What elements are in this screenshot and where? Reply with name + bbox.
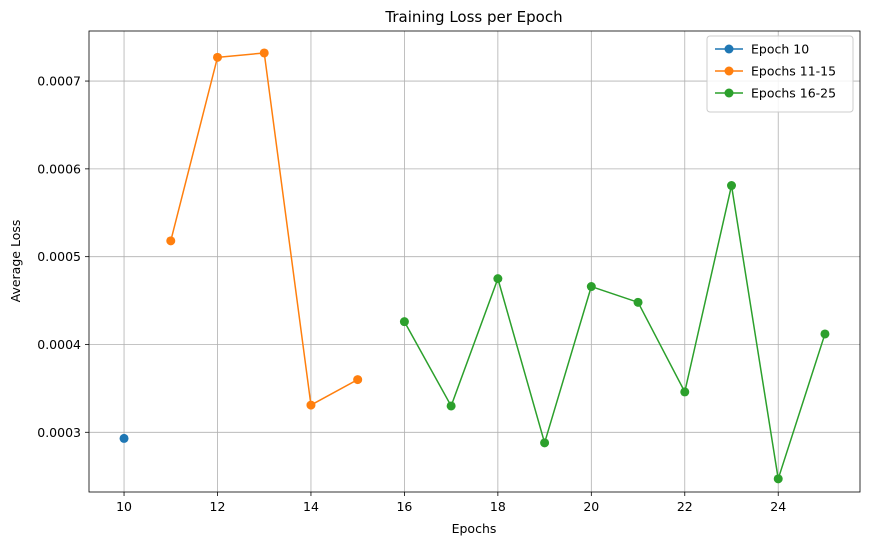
x-tick-label: 18 — [490, 499, 506, 514]
legend-box — [706, 35, 854, 113]
legend-label: Epoch 10 — [751, 42, 809, 57]
series-line — [170, 52, 359, 406]
data-point — [166, 236, 176, 246]
data-point — [540, 438, 550, 448]
x-tick-label: 12 — [210, 499, 226, 514]
x-axis-label: Epochs — [452, 521, 497, 536]
legend-label: Epochs 11-15 — [751, 64, 836, 79]
legend-marker — [724, 88, 734, 98]
data-point — [773, 474, 783, 484]
plot-frame — [88, 30, 861, 493]
series-layer — [119, 48, 830, 484]
series-2 — [166, 48, 363, 410]
data-point — [727, 181, 736, 191]
x-tick-label: 10 — [116, 499, 132, 514]
series-3 — [399, 181, 830, 484]
data-point — [820, 329, 830, 339]
data-point — [213, 52, 222, 62]
data-point — [680, 387, 690, 397]
data-point — [633, 297, 643, 307]
data-point — [493, 274, 503, 284]
series-line — [403, 184, 826, 480]
data-point — [446, 401, 456, 411]
x-tick-label: 24 — [770, 499, 786, 514]
x-tick-label: 20 — [583, 499, 599, 514]
legend-marker — [724, 44, 734, 54]
legend-label: Epochs 16-25 — [751, 86, 836, 101]
y-tick-label: 0.0003 — [37, 425, 81, 440]
data-point — [399, 317, 409, 327]
data-point — [259, 48, 269, 58]
data-point — [353, 375, 363, 385]
y-tick-label: 0.0006 — [37, 161, 81, 176]
legend-item: Epochs 11-15 — [715, 64, 836, 79]
y-tick-label: 0.0004 — [37, 337, 81, 352]
legend-item: Epochs 16-25 — [715, 86, 836, 101]
chart-title: Training Loss per Epoch — [384, 8, 562, 26]
x-tick-label: 16 — [396, 499, 412, 514]
legend-marker — [724, 66, 734, 76]
data-point — [586, 282, 596, 292]
y-axis-label: Average Loss — [8, 220, 23, 303]
y-tick-label: 0.0007 — [37, 74, 81, 89]
data-point — [119, 433, 129, 443]
legend-item: Epoch 10 — [715, 42, 809, 57]
x-tick-label: 22 — [677, 499, 693, 514]
series-1 — [119, 433, 129, 443]
y-tick-label: 0.0005 — [37, 249, 81, 264]
legend: Epoch 10 Epochs 11-15 Epochs 16-25 — [706, 35, 854, 113]
data-point — [306, 400, 316, 410]
x-tick-label: 14 — [303, 499, 319, 514]
axes: 10 12 14 16 18 20 22 24 0.0003 0.0004 0.0005 0.0006… — [37, 30, 861, 514]
